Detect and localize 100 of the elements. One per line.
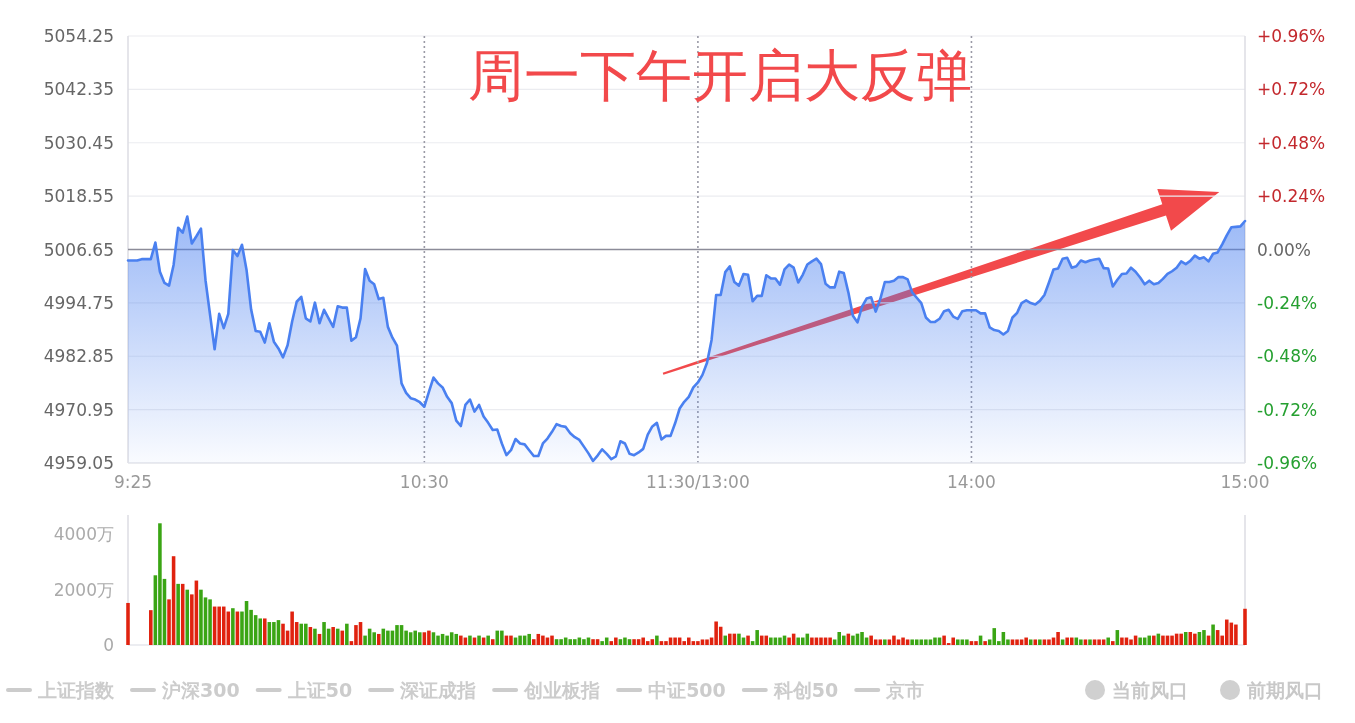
bar bbox=[623, 637, 627, 645]
bar bbox=[281, 623, 285, 645]
bar bbox=[386, 630, 390, 645]
bar bbox=[199, 589, 203, 645]
bar bbox=[1028, 639, 1033, 645]
bar bbox=[126, 602, 130, 645]
y2-tick-label: -0.96% bbox=[1257, 453, 1318, 473]
bar bbox=[1069, 637, 1074, 645]
bar bbox=[1010, 639, 1015, 645]
bar bbox=[1042, 639, 1047, 645]
bar bbox=[1211, 624, 1215, 645]
bar bbox=[905, 639, 910, 645]
bar bbox=[851, 635, 855, 645]
y-tick-label: 0 bbox=[103, 635, 114, 655]
x-tick-label: 14:00 bbox=[946, 472, 996, 492]
bar bbox=[1183, 632, 1188, 645]
bar bbox=[1083, 639, 1088, 645]
bar bbox=[149, 610, 153, 645]
bar bbox=[477, 635, 481, 645]
bar bbox=[258, 618, 262, 645]
bar bbox=[345, 623, 349, 645]
bar bbox=[924, 639, 928, 645]
x-tick-label: 9:25 bbox=[113, 472, 153, 492]
y-tick-label: 4994.75 bbox=[43, 292, 114, 313]
bar bbox=[1097, 639, 1101, 645]
bar bbox=[486, 635, 490, 645]
bar bbox=[263, 618, 267, 645]
bar bbox=[955, 639, 960, 645]
bar bbox=[568, 639, 573, 645]
bar bbox=[1092, 639, 1097, 645]
x-tick-label: 15:00 bbox=[1220, 472, 1270, 492]
bar bbox=[609, 641, 614, 645]
bar bbox=[231, 608, 235, 645]
bar bbox=[723, 635, 728, 645]
bar bbox=[1033, 639, 1038, 645]
bar bbox=[541, 635, 545, 645]
bar bbox=[559, 639, 563, 645]
bar bbox=[445, 635, 449, 645]
bar bbox=[331, 627, 335, 645]
bar bbox=[728, 633, 732, 645]
y-tick-label: 4970.95 bbox=[43, 399, 114, 420]
bar bbox=[919, 639, 924, 645]
x-tick-label: 10:30 bbox=[399, 472, 449, 492]
bar bbox=[800, 637, 805, 645]
bar bbox=[837, 632, 842, 645]
bar bbox=[1193, 633, 1197, 645]
bar bbox=[992, 628, 997, 645]
bar bbox=[459, 635, 463, 645]
bar bbox=[1120, 637, 1124, 645]
y-tick-label: 5006.65 bbox=[43, 239, 114, 260]
bar bbox=[965, 639, 969, 645]
y-tick-label: 4982.85 bbox=[43, 346, 114, 367]
bar bbox=[1056, 632, 1060, 645]
bar bbox=[1088, 639, 1092, 645]
y-tick-label: 2000万 bbox=[53, 579, 114, 600]
bar bbox=[500, 630, 504, 645]
bar bbox=[933, 637, 937, 645]
bar bbox=[1060, 639, 1065, 645]
bar bbox=[700, 639, 705, 645]
y-tick-label: 5054.25 bbox=[43, 26, 114, 46]
bar bbox=[1147, 635, 1152, 645]
bar bbox=[372, 632, 376, 645]
bar bbox=[176, 583, 180, 645]
bar bbox=[951, 637, 955, 645]
bar bbox=[427, 630, 431, 645]
bar bbox=[208, 599, 212, 645]
bar bbox=[1111, 641, 1115, 645]
bar bbox=[1138, 637, 1142, 645]
y-tick-label: 5018.55 bbox=[43, 186, 114, 207]
bar bbox=[1179, 633, 1183, 645]
bar bbox=[1129, 639, 1133, 645]
bar bbox=[436, 635, 440, 645]
bar bbox=[819, 637, 823, 645]
y2-tick-label: -0.24% bbox=[1257, 292, 1318, 313]
bar bbox=[272, 622, 276, 645]
bar bbox=[518, 635, 522, 645]
bar bbox=[509, 635, 513, 645]
bar bbox=[696, 641, 700, 645]
bar bbox=[1152, 635, 1156, 645]
bar bbox=[901, 637, 905, 645]
bar bbox=[550, 635, 554, 645]
bar bbox=[335, 628, 340, 645]
bar bbox=[755, 630, 759, 645]
bar bbox=[737, 633, 741, 645]
bar bbox=[887, 639, 892, 645]
bar bbox=[1019, 639, 1024, 645]
bar bbox=[1024, 637, 1028, 645]
y2-tick-label: +0.72% bbox=[1257, 79, 1326, 100]
y-tick-label: 4959.05 bbox=[43, 453, 114, 473]
bar bbox=[810, 637, 814, 645]
bar bbox=[878, 639, 883, 645]
bar bbox=[1202, 630, 1206, 645]
bar bbox=[591, 639, 595, 645]
bar bbox=[787, 637, 791, 645]
y2-tick-label: -0.72% bbox=[1257, 399, 1318, 420]
bar bbox=[1079, 639, 1083, 645]
y2-tick-label: +0.96% bbox=[1257, 26, 1326, 46]
bar bbox=[960, 639, 965, 645]
bar bbox=[883, 639, 887, 645]
y2-tick-label: -0.48% bbox=[1257, 346, 1318, 367]
